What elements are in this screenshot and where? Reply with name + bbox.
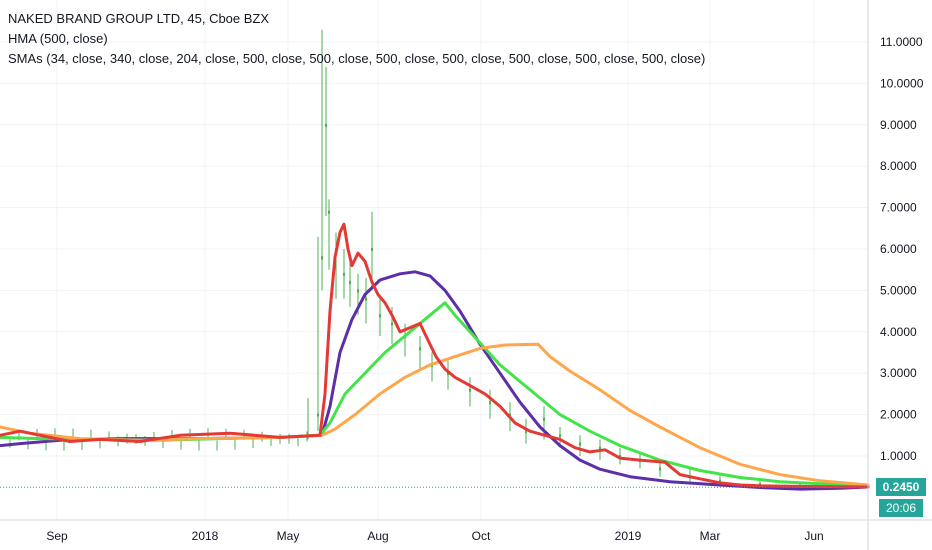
legend-symbol: NAKED BRAND GROUP LTD, 45, Cboe BZX <box>8 11 270 26</box>
y-tick-label: 5.0000 <box>880 283 917 297</box>
candle-body <box>371 248 373 251</box>
chart-grid <box>0 0 868 520</box>
candle-body <box>391 322 393 326</box>
sma-red-line <box>0 222 870 489</box>
candle-body <box>379 314 381 318</box>
x-tick-label: Aug <box>367 529 388 543</box>
y-tick-label: 10.0000 <box>880 76 924 90</box>
candle-body <box>325 123 327 127</box>
candle-body <box>447 372 449 376</box>
candlesticks <box>9 29 841 489</box>
legend: NAKED BRAND GROUP LTD, 45, Cboe BZX HMA … <box>8 9 705 69</box>
candle-body <box>525 430 527 434</box>
x-tick-label: 2019 <box>615 529 642 543</box>
candle-body <box>343 272 345 276</box>
y-tick-label: 7.0000 <box>880 201 917 215</box>
candle-body <box>321 256 323 260</box>
y-tick-label: 3.0000 <box>880 366 917 380</box>
countdown-badge: 20:06 <box>879 499 923 517</box>
x-tick-label: 2018 <box>192 529 219 543</box>
y-tick-label: 1.0000 <box>880 449 917 463</box>
candle-body <box>543 417 545 421</box>
y-tick-label: 2.0000 <box>880 408 917 422</box>
x-tick-label: Sep <box>46 529 68 543</box>
hma-line <box>0 270 870 491</box>
candle-body <box>349 281 351 285</box>
candle-body <box>365 297 367 301</box>
candle-body <box>489 401 491 405</box>
y-tick-label: 8.0000 <box>880 159 917 173</box>
y-tick-label: 6.0000 <box>880 242 917 256</box>
x-tick-label: Oct <box>472 529 491 543</box>
candle-body <box>599 446 601 450</box>
y-tick-label: 4.0000 <box>880 325 917 339</box>
candle-body <box>659 467 661 471</box>
legend-smas: SMAs (34, close, 340, close, 204, close,… <box>8 51 706 66</box>
x-tick-label: May <box>277 529 300 543</box>
candle-body <box>357 289 359 293</box>
candle-body <box>328 210 330 214</box>
indicator-lines <box>0 222 870 491</box>
candle-body <box>469 388 471 392</box>
candle-body <box>559 434 561 438</box>
candle-body <box>509 413 511 417</box>
candle-body <box>719 479 721 483</box>
candle-body <box>579 442 581 446</box>
sma-orange-line <box>0 342 870 487</box>
candle-body <box>317 413 319 417</box>
sma-green-line <box>0 301 870 487</box>
candle-body <box>419 347 421 351</box>
x-tick-label: Jun <box>804 529 823 543</box>
last-price-badge: 0.2450 <box>876 478 926 496</box>
x-tick-label: Mar <box>700 529 721 543</box>
y-tick-label: 9.0000 <box>880 118 917 132</box>
legend-hma: HMA (500, close) <box>8 31 108 46</box>
y-tick-label: 11.0000 <box>880 35 923 49</box>
